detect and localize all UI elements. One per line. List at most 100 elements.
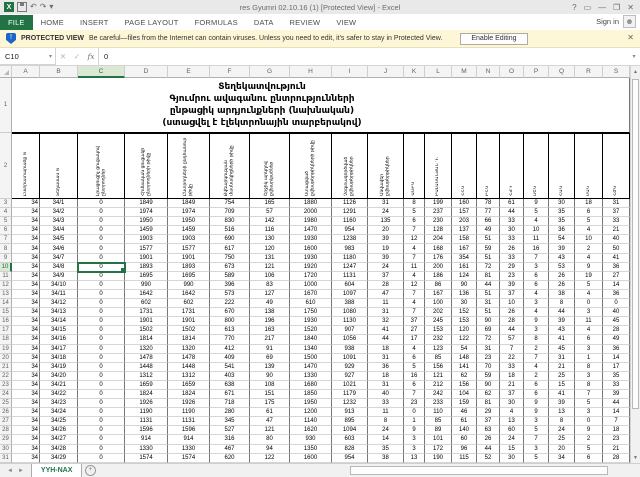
cell-C18[interactable]: 0 bbox=[78, 335, 125, 345]
sign-in-label[interactable]: Sign in bbox=[596, 17, 619, 26]
cell-N26[interactable]: 29 bbox=[477, 408, 500, 418]
cell-J6[interactable]: 20 bbox=[368, 226, 404, 236]
cell-K21[interactable]: 5 bbox=[404, 362, 425, 372]
row-header-20[interactable]: 20 bbox=[0, 353, 12, 363]
row-header-22[interactable]: 22 bbox=[0, 371, 12, 381]
cell-N4[interactable]: 77 bbox=[477, 208, 500, 218]
cell-C10[interactable]: 0 bbox=[77, 261, 126, 273]
cell-H9[interactable]: 1930 bbox=[290, 253, 332, 263]
column-header-F[interactable]: F bbox=[210, 66, 250, 78]
cell-B26[interactable]: 34/24 bbox=[40, 408, 78, 418]
column-title-I[interactable]: Չօգտագործված քվեաթերթիկներ bbox=[332, 133, 368, 199]
cell-P24[interactable]: 6 bbox=[524, 389, 549, 400]
cell-E29[interactable]: 914 bbox=[168, 435, 210, 445]
cell-J31[interactable]: 38 bbox=[368, 453, 404, 463]
cell-J25[interactable]: 33 bbox=[368, 399, 404, 409]
cell-Q22[interactable]: 25 bbox=[549, 371, 575, 381]
cell-G5[interactable]: 142 bbox=[250, 217, 290, 227]
cell-H11[interactable]: 1720 bbox=[290, 271, 332, 281]
row-header-3[interactable]: 3 bbox=[0, 199, 12, 209]
cell-E23[interactable]: 1659 bbox=[168, 380, 210, 390]
sign-in[interactable]: Sign in ☻ bbox=[596, 15, 640, 30]
cell-N25[interactable]: 81 bbox=[477, 399, 500, 409]
cell-L6[interactable]: 128 bbox=[425, 226, 452, 236]
cell-E7[interactable]: 1903 bbox=[168, 235, 210, 245]
help-button[interactable]: ? bbox=[572, 2, 577, 12]
column-header-O[interactable]: O bbox=[500, 66, 524, 78]
cell-J15[interactable]: 31 bbox=[368, 308, 404, 318]
cell-F13[interactable]: 573 bbox=[210, 289, 250, 300]
cell-B17[interactable]: 34/15 bbox=[40, 326, 78, 336]
cell-P13[interactable]: 4 bbox=[524, 289, 549, 300]
row-header-25[interactable]: 25 bbox=[0, 399, 12, 409]
cell-K11[interactable]: 4 bbox=[404, 271, 425, 281]
cell-F12[interactable]: 396 bbox=[210, 280, 250, 290]
cell-E3[interactable]: 1849 bbox=[168, 199, 210, 209]
cell-K14[interactable]: 4 bbox=[404, 299, 425, 309]
cell-E16[interactable]: 1901 bbox=[168, 317, 210, 327]
cell-J13[interactable]: 47 bbox=[368, 289, 404, 300]
cell-G3[interactable]: 165 bbox=[250, 199, 290, 209]
cell-E17[interactable]: 1502 bbox=[168, 326, 210, 336]
cell-I7[interactable]: 1238 bbox=[332, 235, 368, 245]
cell-L13[interactable]: 167 bbox=[425, 289, 452, 300]
cell-J11[interactable]: 37 bbox=[368, 271, 404, 281]
sheet-tab-active[interactable]: YYH-NAX bbox=[30, 464, 83, 477]
cell-A21[interactable]: 34 bbox=[12, 362, 40, 372]
cell-G16[interactable]: 196 bbox=[250, 317, 290, 327]
cell-Q26[interactable]: 13 bbox=[549, 408, 575, 418]
cell-G4[interactable]: 57 bbox=[250, 208, 290, 218]
cell-H25[interactable]: 1950 bbox=[290, 399, 332, 409]
cell-Q11[interactable]: 26 bbox=[549, 271, 575, 281]
cell-L18[interactable]: 232 bbox=[425, 335, 452, 345]
cell-H26[interactable]: 1200 bbox=[290, 408, 332, 418]
cell-A5[interactable]: 34 bbox=[12, 217, 40, 227]
cell-S19[interactable]: 36 bbox=[603, 344, 630, 354]
cell-I8[interactable]: 983 bbox=[332, 244, 368, 254]
cell-G31[interactable]: 122 bbox=[250, 453, 290, 463]
scroll-down-icon[interactable]: ▼ bbox=[633, 454, 638, 461]
cell-N18[interactable]: 72 bbox=[477, 335, 500, 345]
cell-B18[interactable]: 34/16 bbox=[40, 335, 78, 345]
cell-F23[interactable]: 638 bbox=[210, 380, 250, 390]
cell-R19[interactable]: 3 bbox=[575, 344, 603, 354]
cell-S8[interactable]: 50 bbox=[603, 244, 630, 254]
cell-R29[interactable]: 2 bbox=[575, 435, 603, 445]
cell-P6[interactable]: 10 bbox=[524, 226, 549, 236]
cell-P16[interactable]: 9 bbox=[524, 317, 549, 327]
cell-L24[interactable]: 242 bbox=[425, 389, 452, 400]
cell-M7[interactable]: 158 bbox=[452, 235, 477, 245]
message-bar-close-icon[interactable]: ✕ bbox=[627, 33, 634, 42]
row-header-29[interactable]: 29 bbox=[0, 435, 12, 445]
cell-S18[interactable]: 49 bbox=[603, 335, 630, 345]
cell-R12[interactable]: 5 bbox=[575, 280, 603, 290]
column-header-H[interactable]: H bbox=[290, 66, 332, 78]
cell-M30[interactable]: 96 bbox=[452, 444, 477, 454]
column-header-G[interactable]: G bbox=[250, 66, 290, 78]
cell-N30[interactable]: 44 bbox=[477, 444, 500, 454]
cell-N28[interactable]: 63 bbox=[477, 426, 500, 436]
cell-B12[interactable]: 34/10 bbox=[40, 280, 78, 290]
cell-O30[interactable]: 15 bbox=[500, 444, 524, 454]
cell-B10[interactable]: 34/8 bbox=[40, 262, 78, 272]
cell-A12[interactable]: 34 bbox=[12, 280, 40, 290]
cell-K10[interactable]: 11 bbox=[404, 262, 425, 272]
cell-P23[interactable]: 6 bbox=[524, 380, 549, 390]
cell-B20[interactable]: 34/18 bbox=[40, 353, 78, 363]
column-title-C[interactable]: Լրացուցիչ ցուցակով ընտրողներ bbox=[78, 133, 125, 199]
cell-J12[interactable]: 28 bbox=[368, 280, 404, 290]
cell-G20[interactable]: 69 bbox=[250, 353, 290, 363]
cell-G27[interactable]: 47 bbox=[250, 417, 290, 427]
column-title-E[interactable]: Ընտրողների ընդհանուր թիվը bbox=[168, 133, 210, 199]
cell-F16[interactable]: 800 bbox=[210, 317, 250, 327]
column-title-F[interactable]: Քվեարկության մասնակիցների թիվը bbox=[210, 133, 250, 199]
cell-G26[interactable]: 61 bbox=[250, 408, 290, 418]
cell-I28[interactable]: 1094 bbox=[332, 426, 368, 436]
cell-H16[interactable]: 1930 bbox=[290, 317, 332, 327]
cell-M25[interactable]: 159 bbox=[452, 399, 477, 409]
cell-I29[interactable]: 603 bbox=[332, 435, 368, 445]
cell-B22[interactable]: 34/20 bbox=[40, 371, 78, 381]
cell-P14[interactable]: 3 bbox=[524, 299, 549, 309]
cell-I10[interactable]: 1247 bbox=[332, 262, 368, 272]
column-header-J[interactable]: J bbox=[368, 66, 404, 78]
